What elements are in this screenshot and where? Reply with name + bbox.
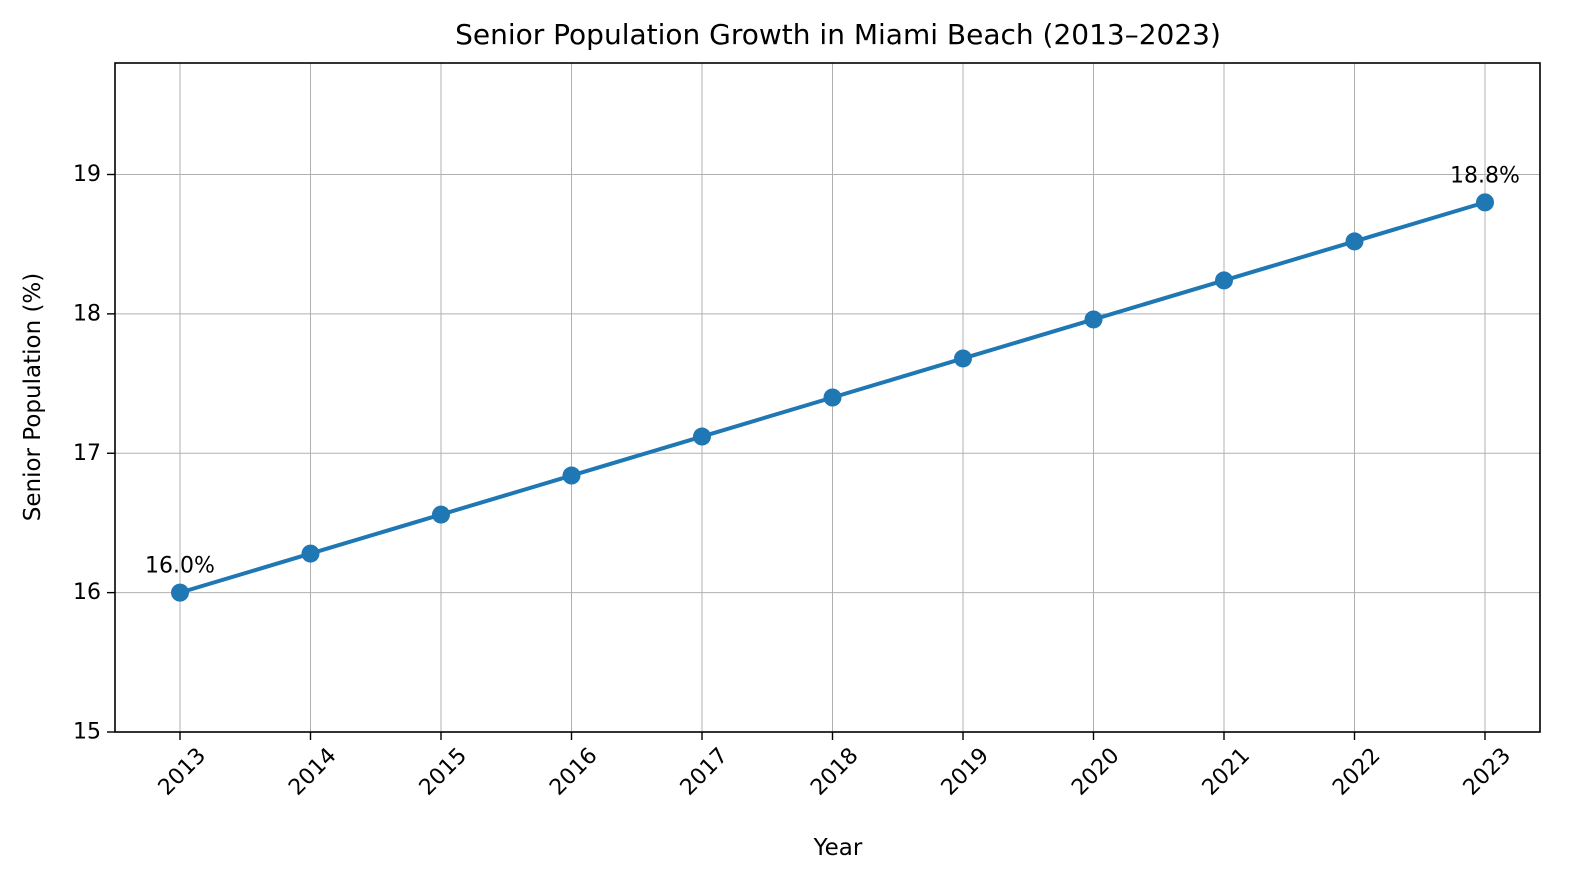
- data-point-2016: [562, 466, 581, 485]
- y-tick-label: 17: [73, 441, 101, 466]
- x-tick-label: 2013: [154, 743, 211, 800]
- x-tick-label: 2018: [806, 743, 863, 800]
- x-tick-label: 2019: [937, 743, 994, 800]
- x-axis-label: Year: [813, 835, 863, 861]
- y-tick-label: 16: [73, 580, 101, 605]
- data-point-2023: [1476, 193, 1494, 212]
- x-tick-label: 2015: [415, 743, 472, 800]
- y-axis-ticks: 15 16 17 18 19: [73, 162, 115, 745]
- data-point-2021: [1215, 271, 1233, 290]
- x-tick-label: 2022: [1328, 743, 1385, 800]
- x-tick-label: 2020: [1067, 743, 1124, 800]
- series-group: [171, 193, 1494, 602]
- data-point-2013: [171, 583, 189, 602]
- x-tick-label: 2014: [284, 743, 341, 800]
- annotations-group: 16.0% 18.8%: [145, 163, 1520, 578]
- x-tick-label: 2021: [1198, 743, 1255, 800]
- data-point-2014: [301, 544, 320, 563]
- data-label-2023: 18.8%: [1450, 163, 1520, 188]
- x-tick-label: 2016: [545, 743, 602, 800]
- data-point-2022: [1345, 232, 1364, 251]
- data-point-2018: [823, 388, 842, 407]
- y-tick-label: 15: [73, 720, 101, 745]
- y-tick-label: 19: [73, 162, 101, 187]
- x-tick-label: 2023: [1459, 743, 1516, 800]
- data-point-2017: [693, 427, 711, 446]
- data-label-2013: 16.0%: [145, 554, 215, 579]
- y-axis-label: Senior Population (%): [20, 273, 46, 522]
- x-axis-ticks: 2013 2014 2015 2016 2017 2018 2019 2020 2021 2022…: [154, 732, 1516, 801]
- plot-frame: [114, 62, 1541, 733]
- x-tick-label: 2017: [676, 743, 733, 800]
- data-point-2020: [1084, 310, 1103, 329]
- chart-title: Senior Population Growth in Miami Beach …: [455, 18, 1221, 51]
- y-tick-label: 18: [73, 301, 101, 326]
- data-point-2019: [954, 349, 972, 368]
- data-point-2015: [432, 505, 450, 524]
